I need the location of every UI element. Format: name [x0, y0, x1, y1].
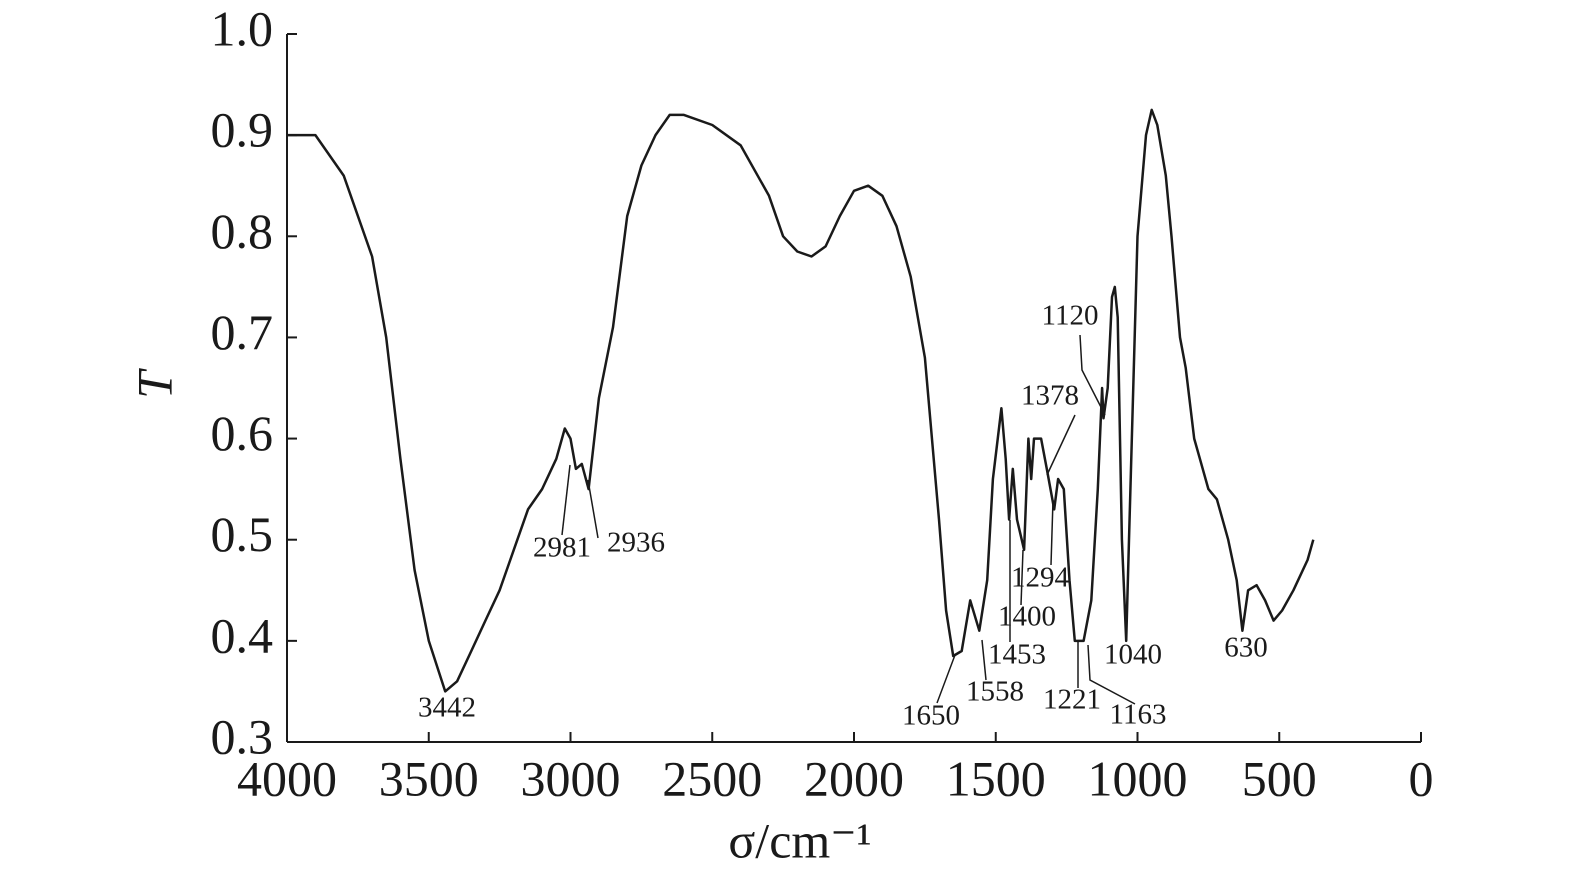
- peak-annotation: 1294: [1011, 562, 1070, 594]
- annotation-leader: [936, 654, 956, 704]
- annotation-leader: [587, 479, 599, 539]
- peak-annotation: 1221: [1043, 684, 1101, 716]
- annotation-leader: [1020, 549, 1024, 606]
- annotation-leader: [981, 639, 987, 681]
- peak-annotation: 1040: [1104, 639, 1162, 671]
- y-axis-label: T: [126, 368, 182, 399]
- peak-annotation: 1163: [1110, 699, 1167, 731]
- y-tick-label: 0.9: [211, 102, 274, 158]
- peak-annotation: 1400: [998, 601, 1056, 633]
- y-tick-label: 0.5: [211, 506, 274, 562]
- annotation-leader: [1079, 334, 1106, 416]
- spectrum-line: [287, 108, 1315, 693]
- y-tick-label: 0.3: [211, 708, 274, 764]
- x-axis-label: σ/cm⁻¹: [728, 812, 871, 868]
- y-tick-label: 0.6: [211, 405, 274, 461]
- peak-annotation: 1453: [988, 639, 1046, 671]
- x-tick-label: 1000: [1088, 750, 1188, 806]
- annotation-leader: [1087, 644, 1136, 705]
- y-tick-label: 0.8: [211, 203, 274, 259]
- annotation-leader: [1050, 499, 1054, 566]
- x-tick-label: 2500: [662, 750, 762, 806]
- x-tick-label: 3500: [379, 750, 479, 806]
- x-tick-label: 4000: [237, 750, 337, 806]
- x-tick-label: 500: [1242, 750, 1317, 806]
- y-tick-label: 0.7: [211, 304, 274, 360]
- peak-annotation: 1558: [966, 676, 1024, 708]
- annotation-leader: [1046, 414, 1076, 476]
- y-tick-label: 0.4: [211, 607, 274, 663]
- peak-annotation: 630: [1224, 632, 1268, 664]
- annotation-leader: [561, 464, 571, 536]
- x-tick-label: 2000: [804, 750, 904, 806]
- peak-annotation: 3442: [418, 692, 476, 724]
- x-tick-label: 1500: [946, 750, 1046, 806]
- x-tick-label: 3000: [521, 750, 621, 806]
- peak-annotation: 1378: [1021, 380, 1079, 412]
- peak-annotation: 1650: [902, 700, 960, 732]
- peak-annotation: 1120: [1042, 300, 1099, 332]
- x-tick-label: 0: [1409, 750, 1434, 806]
- y-tick-label: 1.0: [211, 0, 274, 56]
- peak-annotation: 2936: [607, 527, 665, 559]
- peak-annotation: 2981: [533, 532, 591, 564]
